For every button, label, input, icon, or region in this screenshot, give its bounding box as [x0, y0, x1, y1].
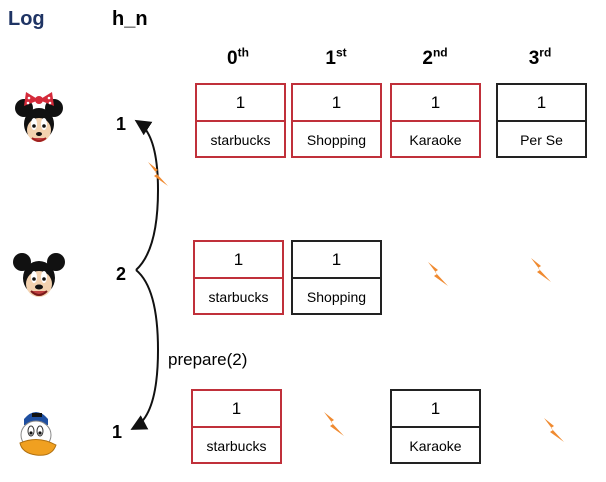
column-header-0: 0th	[227, 45, 249, 69]
cell-value: 1	[195, 242, 282, 279]
mickey-face-icon	[13, 253, 65, 297]
row-1-h-n: 2	[116, 264, 127, 284]
cell-label: Shopping	[306, 132, 367, 148]
log-title: Log	[8, 8, 45, 30]
cell-value: 1	[293, 85, 380, 122]
cell-label: starbucks	[206, 438, 267, 454]
cell-row2-col2: 1 Karaoke	[390, 389, 481, 464]
cell-row0-col0: 1 starbucks	[195, 83, 286, 158]
lightning-icon	[324, 412, 344, 436]
cell-value: 1	[197, 85, 284, 122]
cell-row0-col2: 1 Karaoke	[390, 83, 481, 158]
lightning-icon	[428, 262, 448, 286]
cell-label: Shopping	[306, 289, 367, 305]
cell-label: Karaoke	[409, 132, 462, 148]
column-header-1: 1st	[325, 45, 347, 69]
cell-value: 1	[498, 85, 585, 122]
cell-row0-col1: 1 Shopping	[291, 83, 382, 158]
lightning-icon	[531, 258, 551, 282]
column-header-3: 3rd	[528, 45, 552, 69]
lightning-icon	[544, 418, 564, 442]
cell-value: 1	[392, 391, 479, 428]
h-n-title: h_n	[112, 8, 148, 30]
cell-label: starbucks	[208, 289, 269, 305]
donald-face-icon	[19, 412, 57, 456]
minnie-face-icon	[15, 92, 63, 142]
row-2-h-n: 1	[112, 422, 123, 442]
cell-label: Karaoke	[409, 438, 462, 454]
cell-row2-col0: 1 starbucks	[191, 389, 282, 464]
lightning-icon	[148, 162, 168, 186]
cell-value: 1	[392, 85, 479, 122]
column-header-2: 2nd	[422, 45, 448, 69]
cell-row1-col0: 1 starbucks	[193, 240, 284, 315]
cell-row1-col1: 1 Shopping	[291, 240, 382, 315]
cell-value: 1	[293, 242, 380, 279]
row-0-h-n: 1	[116, 114, 127, 134]
cell-label: starbucks	[210, 132, 271, 148]
cell-label: Per Se	[520, 132, 563, 148]
cell-row0-col3: 1 Per Se	[496, 83, 587, 158]
cell-value: 1	[193, 391, 280, 428]
prepare-label: prepare(2)	[168, 350, 248, 369]
